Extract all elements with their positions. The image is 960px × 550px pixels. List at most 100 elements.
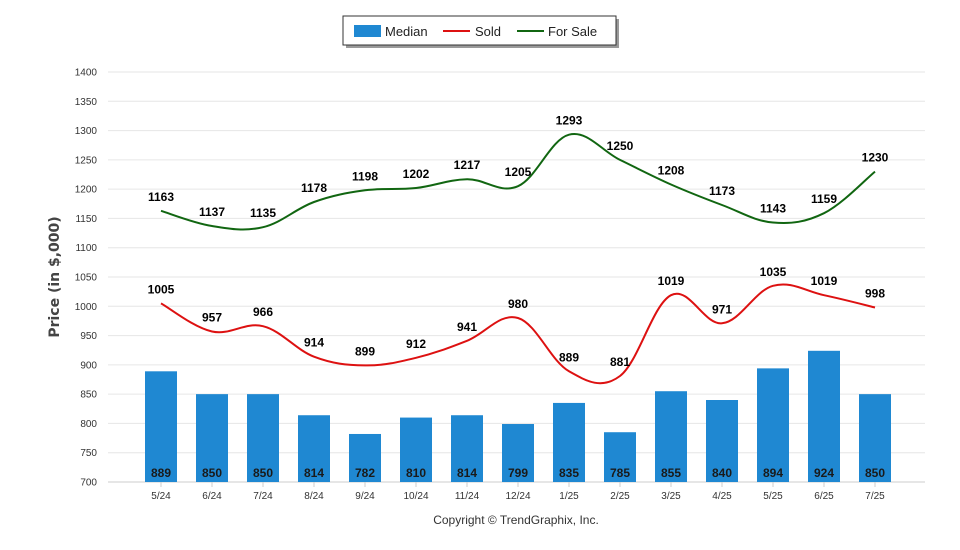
grid-lines bbox=[108, 71, 925, 483]
sold-point-label: 1019 bbox=[658, 274, 685, 288]
median-bar-label: 850 bbox=[865, 466, 885, 480]
y-tick-label: 1200 bbox=[75, 185, 98, 196]
median-bar-label: 889 bbox=[151, 466, 171, 480]
sold-point-label: 957 bbox=[202, 310, 222, 324]
sold-point-label: 966 bbox=[253, 305, 273, 319]
median-bar bbox=[757, 368, 789, 482]
for-sale-point-label: 1135 bbox=[250, 206, 276, 220]
for-sale-line bbox=[160, 133, 876, 231]
sold-point-label: 1005 bbox=[148, 282, 175, 296]
sold-point-label: 980 bbox=[508, 297, 528, 311]
for-sale-point-label: 1230 bbox=[862, 151, 889, 165]
median-bar-label: 850 bbox=[202, 466, 222, 480]
legend-for-sale-label: For Sale bbox=[548, 24, 597, 39]
x-tick-label: 5/25 bbox=[763, 491, 783, 502]
sold-point-label: 881 bbox=[610, 355, 630, 369]
median-bar-label: 814 bbox=[304, 466, 324, 480]
x-tick-label: 10/24 bbox=[403, 491, 428, 502]
y-tick-label: 1300 bbox=[75, 126, 98, 137]
median-bar-label: 850 bbox=[253, 466, 273, 480]
y-tick-label: 1400 bbox=[75, 68, 98, 79]
sold-point-label: 912 bbox=[406, 337, 426, 351]
y-axis-label: Price (in $,000) bbox=[47, 216, 63, 337]
x-tick-label: 6/24 bbox=[202, 491, 222, 502]
for-sale-point-label: 1159 bbox=[811, 192, 837, 206]
for-sale-point-label: 1217 bbox=[454, 158, 481, 172]
median-bar-label: 894 bbox=[763, 466, 783, 480]
y-axis-ticks: 700 750 800 850 900 950 1000 1050 1100 1150 1200 12… bbox=[75, 68, 98, 489]
median-bar-label: 855 bbox=[661, 466, 681, 480]
y-tick-label: 1000 bbox=[75, 302, 98, 313]
median-bar-label: 799 bbox=[508, 466, 528, 480]
for-sale-point-label: 1250 bbox=[607, 139, 634, 153]
x-tick-label: 2/25 bbox=[610, 491, 630, 502]
median-bar bbox=[298, 415, 330, 482]
median-bar-label: 835 bbox=[559, 466, 579, 480]
for-sale-point-label: 1163 bbox=[148, 190, 174, 204]
for-sale-point-label: 1205 bbox=[505, 165, 532, 179]
y-tick-label: 1150 bbox=[75, 214, 97, 225]
median-bars bbox=[145, 350, 891, 482]
median-bar-label: 810 bbox=[406, 466, 426, 480]
median-bar bbox=[706, 400, 738, 482]
sold-point-label: 899 bbox=[355, 344, 375, 358]
for-sale-point-label: 1137 bbox=[199, 205, 225, 219]
sold-point-label: 889 bbox=[559, 350, 579, 364]
y-tick-label: 1050 bbox=[75, 273, 98, 284]
y-tick-label: 900 bbox=[80, 360, 97, 371]
x-tick-label: 1/25 bbox=[559, 491, 579, 502]
y-tick-label: 950 bbox=[80, 331, 97, 342]
sold-point-label: 941 bbox=[457, 320, 477, 334]
x-tick-label: 12/24 bbox=[505, 491, 530, 502]
legend-sold-label: Sold bbox=[475, 24, 501, 39]
x-tick-label: 4/25 bbox=[712, 491, 732, 502]
sold-point-label: 1019 bbox=[811, 274, 838, 288]
median-bar bbox=[451, 415, 483, 482]
x-tick-label: 11/24 bbox=[455, 491, 480, 502]
for-sale-point-label: 1173 bbox=[709, 184, 735, 198]
x-tick-label: 6/25 bbox=[814, 491, 834, 502]
sold-point-label: 1035 bbox=[760, 265, 787, 279]
median-bar bbox=[655, 391, 687, 482]
median-bar-label: 840 bbox=[712, 466, 732, 480]
y-tick-label: 850 bbox=[80, 390, 97, 401]
median-bar bbox=[145, 371, 177, 482]
sold-line bbox=[160, 283, 876, 385]
sold-point-label: 971 bbox=[712, 302, 732, 316]
data-labels: 889 850 850 814 782 810 814 799 835 785 855 840 894 9… bbox=[148, 114, 889, 480]
x-tick-label: 9/24 bbox=[355, 491, 375, 502]
y-tick-label: 1350 bbox=[75, 97, 98, 108]
y-tick-label: 1250 bbox=[75, 155, 98, 166]
copyright-text: Copyright © TrendGraphix, Inc. bbox=[433, 513, 599, 527]
median-bar bbox=[604, 432, 636, 482]
median-bar-label: 924 bbox=[814, 466, 834, 480]
sold-point-label: 998 bbox=[865, 286, 885, 300]
x-tick-label: 8/24 bbox=[304, 491, 324, 502]
y-tick-label: 750 bbox=[80, 448, 97, 459]
median-bar-label: 785 bbox=[610, 466, 630, 480]
median-bar-label: 814 bbox=[457, 466, 477, 480]
for-sale-point-label: 1208 bbox=[658, 163, 685, 177]
for-sale-point-label: 1143 bbox=[760, 202, 786, 216]
median-bar bbox=[808, 350, 840, 482]
median-bar bbox=[859, 394, 891, 482]
x-tick-label: 7/24 bbox=[253, 491, 273, 502]
x-tick-label: 3/25 bbox=[661, 491, 681, 502]
median-bar bbox=[400, 417, 432, 482]
legend-median-swatch bbox=[354, 25, 381, 37]
for-sale-point-label: 1202 bbox=[403, 167, 430, 181]
median-bar-label: 782 bbox=[355, 466, 375, 480]
median-bar bbox=[349, 433, 381, 482]
y-tick-label: 700 bbox=[80, 478, 97, 489]
x-axis-ticks: 5/24 6/24 7/24 8/24 9/24 10/24 11/24 12/24 1/25 2… bbox=[151, 482, 885, 502]
y-tick-label: 1100 bbox=[75, 243, 97, 254]
median-bar bbox=[553, 402, 585, 482]
legend-median-label: Median bbox=[385, 24, 428, 39]
for-sale-point-label: 1178 bbox=[301, 181, 327, 195]
x-tick-label: 5/24 bbox=[151, 491, 171, 502]
y-tick-label: 800 bbox=[80, 419, 97, 430]
median-bar bbox=[196, 394, 228, 482]
median-bar bbox=[502, 424, 534, 482]
legend: Median Sold For Sale bbox=[342, 15, 619, 48]
